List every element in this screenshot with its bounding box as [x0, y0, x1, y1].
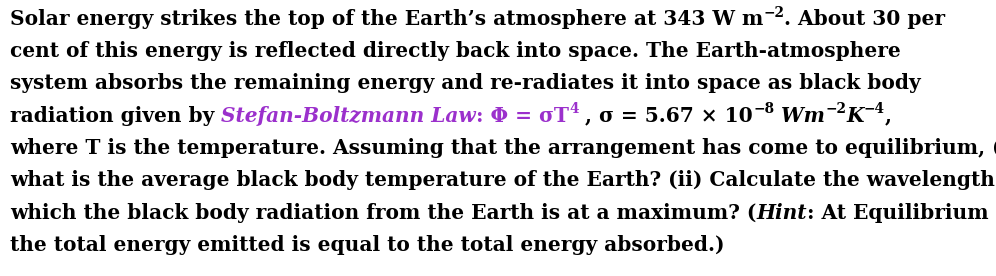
- Text: −8: −8: [753, 102, 774, 116]
- Text: −2: −2: [826, 102, 847, 116]
- Text: Stefan-Boltzmann Law: Stefan-Boltzmann Law: [221, 106, 476, 126]
- Text: Solar energy strikes the top of the Earth’s atmosphere at 343 W m: Solar energy strikes the top of the Eart…: [10, 9, 763, 29]
- Text: −2: −2: [763, 6, 784, 20]
- Text: radiation given by: radiation given by: [10, 106, 221, 126]
- Text: cent of this energy is reflected directly back into space. The Earth-atmosphere: cent of this energy is reflected directl…: [10, 41, 900, 61]
- Text: Hint: Hint: [756, 203, 807, 222]
- Text: Wm: Wm: [774, 106, 826, 126]
- Text: where T is the temperature. Assuming that the arrangement has come to equilibriu: where T is the temperature. Assuming tha…: [10, 138, 996, 158]
- Text: what is the average black body temperature of the Earth? (ii) Calculate the wave: what is the average black body temperatu…: [10, 170, 996, 190]
- Text: which the black body radiation from the Earth is at a maximum? (: which the black body radiation from the …: [10, 203, 756, 222]
- Text: system absorbs the remaining energy and re-radiates it into space as black body: system absorbs the remaining energy and …: [10, 73, 920, 93]
- Text: ,: ,: [884, 106, 891, 126]
- Text: the total energy emitted is equal to the total energy absorbed.): the total energy emitted is equal to the…: [10, 235, 724, 255]
- Text: K: K: [847, 106, 864, 126]
- Text: : At Equilibrium: : At Equilibrium: [807, 203, 988, 222]
- Text: : Φ = σT: : Φ = σT: [476, 106, 569, 126]
- Text: 4: 4: [569, 102, 579, 116]
- Text: −4: −4: [864, 102, 884, 116]
- Text: , σ = 5.67 × 10: , σ = 5.67 × 10: [579, 106, 753, 126]
- Text: . About 30 per: . About 30 per: [784, 9, 945, 29]
